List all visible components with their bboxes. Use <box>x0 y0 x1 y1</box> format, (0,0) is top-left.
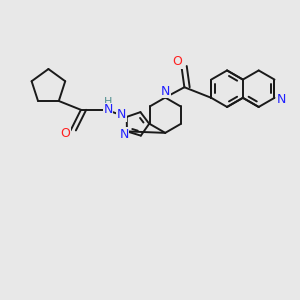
Text: N: N <box>119 128 129 141</box>
Text: N: N <box>117 108 126 121</box>
Text: O: O <box>172 55 182 68</box>
Text: N: N <box>160 85 170 98</box>
Text: N: N <box>103 103 113 116</box>
Text: N: N <box>276 93 286 106</box>
Text: H: H <box>104 97 112 106</box>
Text: O: O <box>60 127 70 140</box>
